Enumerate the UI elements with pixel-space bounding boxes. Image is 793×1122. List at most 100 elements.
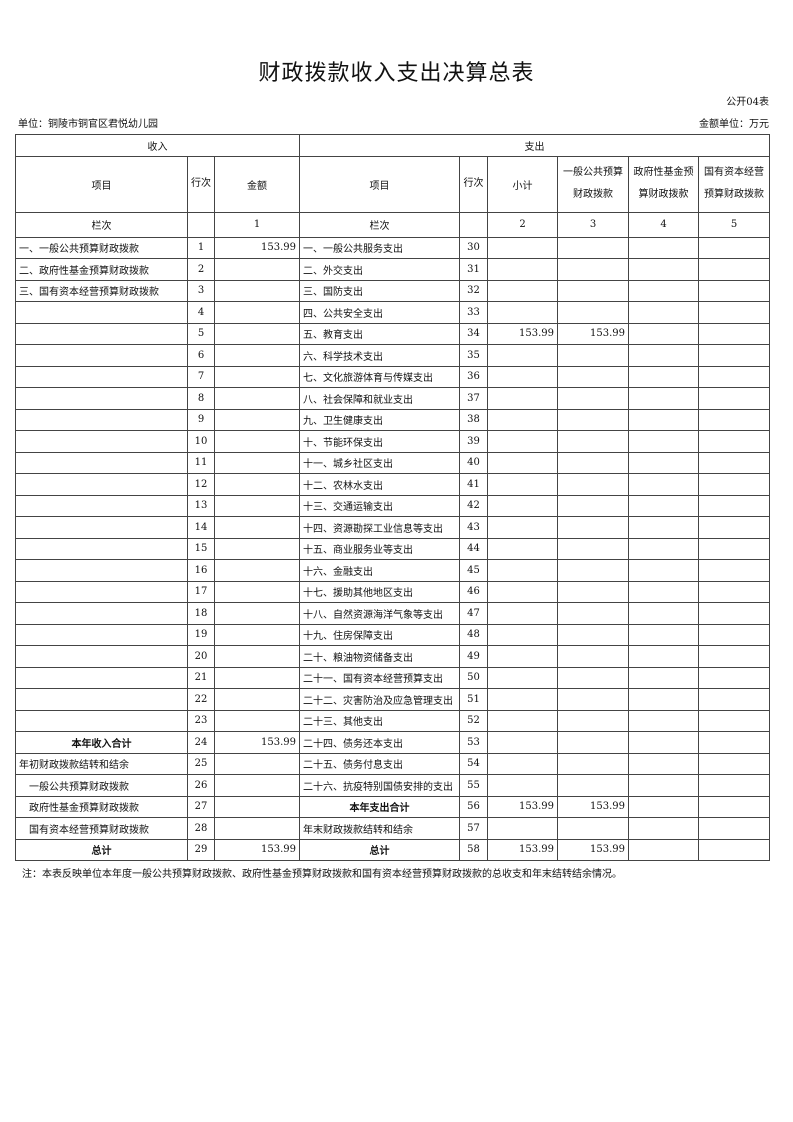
blank-cell [187, 211, 215, 238]
table-row: 7 七、文化旅游体育与传媒支出 36 [15, 365, 770, 388]
expense-capital-budget-cell [698, 258, 770, 281]
income-row-no-cell: 19 [187, 623, 215, 646]
col-number-4: 4 [628, 211, 699, 238]
income-item-cell [15, 473, 188, 496]
income-row-no-cell: 22 [187, 688, 215, 711]
expense-subtotal-cell [487, 666, 558, 689]
income-row-no-cell: 28 [187, 817, 215, 840]
income-amount-header: 金额 [214, 155, 300, 213]
expense-fund-budget-cell [628, 236, 699, 259]
expense-fund-budget-cell [628, 774, 699, 797]
expense-subtotal-cell [487, 623, 558, 646]
income-amount-cell [214, 301, 300, 324]
table-row: 总计 29 153.99 总计 58 153.99 153.99 [15, 838, 770, 861]
expense-fund-budget-cell [628, 258, 699, 281]
expense-row-no-cell: 45 [459, 559, 488, 582]
income-item-cell [15, 451, 188, 474]
expense-subtotal-cell [487, 731, 558, 754]
income-item-cell: 一般公共预算财政拨款 [15, 774, 188, 797]
header-row-group: 收入 支出 [15, 134, 770, 157]
expense-item-cell: 八、社会保障和就业支出 [299, 387, 460, 410]
income-amount-cell: 153.99 [214, 236, 300, 259]
expense-row-no-cell: 48 [459, 623, 488, 646]
expense-fund-budget-cell [628, 494, 699, 517]
income-row-no-cell: 29 [187, 838, 215, 861]
budget-table: 收入 支出 项目 行次 金额 项目 行次 小计 一般公共预算财政拨款 政府性基金… [15, 134, 770, 861]
expense-capital-budget-cell [698, 752, 770, 775]
expense-subtotal-cell [487, 430, 558, 453]
expense-subtotal-cell [487, 774, 558, 797]
expense-item-cell: 十四、资源勘探工业信息等支出 [299, 516, 460, 539]
expense-general-budget-cell [557, 752, 629, 775]
expense-subtotal-cell [487, 365, 558, 388]
expense-general-budget-cell [557, 645, 629, 668]
expense-row-no-cell: 35 [459, 344, 488, 367]
income-amount-cell [214, 408, 300, 431]
expense-subtotal-cell [487, 301, 558, 324]
expense-general-budget-cell [557, 516, 629, 539]
expense-subtotal-cell [487, 537, 558, 560]
table-row: 三、国有资本经营预算财政拨款 3 三、国防支出 32 [15, 279, 770, 302]
expense-row-no-cell: 56 [459, 795, 488, 818]
income-header: 收入 [15, 134, 300, 157]
expense-general-budget-cell [557, 365, 629, 388]
expense-row-no-cell: 31 [459, 258, 488, 281]
income-amount-cell [214, 623, 300, 646]
income-item-header: 项目 [15, 155, 188, 213]
expense-capital-budget-cell [698, 473, 770, 496]
income-item-cell [15, 516, 188, 539]
income-amount-cell [214, 709, 300, 732]
income-amount-cell [214, 516, 300, 539]
table-row: 一般公共预算财政拨款 26 二十六、抗疫特别国债安排的支出 55 [15, 774, 770, 797]
expense-capital-budget-cell [698, 516, 770, 539]
expense-row-no-cell: 58 [459, 838, 488, 861]
income-row-no-cell: 13 [187, 494, 215, 517]
expense-row-no-cell: 40 [459, 451, 488, 474]
expense-item-cell: 十八、自然资源海洋气象等支出 [299, 602, 460, 625]
expense-fund-budget-cell [628, 365, 699, 388]
expense-capital-budget-cell [698, 666, 770, 689]
table-row: 4 四、公共安全支出 33 [15, 301, 770, 324]
income-item-cell: 国有资本经营预算财政拨款 [15, 817, 188, 840]
income-row-no-cell: 27 [187, 795, 215, 818]
income-row-no-cell: 1 [187, 236, 215, 259]
income-row-no-cell: 3 [187, 279, 215, 302]
expense-row-no-cell: 57 [459, 817, 488, 840]
income-item-cell: 本年收入合计 [15, 731, 188, 754]
expense-subtotal-cell [487, 752, 558, 775]
expense-general-budget-cell [557, 709, 629, 732]
expense-capital-budget-cell [698, 774, 770, 797]
column-number-row: 栏次 1 栏次 2 3 4 5 [15, 211, 770, 238]
expense-capital-budget-cell [698, 408, 770, 431]
income-row-no-cell: 5 [187, 322, 215, 345]
income-item-cell [15, 559, 188, 582]
income-item-cell: 一、一般公共预算财政拨款 [15, 236, 188, 259]
expense-item-cell: 十三、交通运输支出 [299, 494, 460, 517]
expense-row-no-cell: 38 [459, 408, 488, 431]
expense-item-cell: 十五、商业服务业等支出 [299, 537, 460, 560]
expense-item-cell: 二十、粮油物资储备支出 [299, 645, 460, 668]
income-row-no-cell: 26 [187, 774, 215, 797]
header-row-columns: 项目 行次 金额 项目 行次 小计 一般公共预算财政拨款 政府性基金预算财政拨款… [15, 155, 770, 213]
income-row-no-cell: 20 [187, 645, 215, 668]
income-row-no-cell: 4 [187, 301, 215, 324]
expense-row-no-cell: 47 [459, 602, 488, 625]
expense-item-cell: 二十三、其他支出 [299, 709, 460, 732]
expense-subtotal-cell: 153.99 [487, 322, 558, 345]
expense-fund-budget-cell [628, 537, 699, 560]
expense-general-budget-cell: 153.99 [557, 322, 629, 345]
expense-general-budget-cell [557, 473, 629, 496]
income-amount-cell [214, 580, 300, 603]
expense-general-budget-cell [557, 559, 629, 582]
table-row: 5 五、教育支出 34 153.99 153.99 [15, 322, 770, 345]
general-budget-header: 一般公共预算财政拨款 [557, 155, 629, 213]
expense-subtotal-cell [487, 645, 558, 668]
income-row-no-cell: 23 [187, 709, 215, 732]
expense-capital-budget-cell [698, 387, 770, 410]
table-row: 15 十五、商业服务业等支出 44 [15, 537, 770, 560]
income-amount-cell [214, 817, 300, 840]
expense-capital-budget-cell [698, 322, 770, 345]
expense-row-no-cell: 33 [459, 301, 488, 324]
table-row: 17 十七、援助其他地区支出 46 [15, 580, 770, 603]
expense-subtotal-cell [487, 602, 558, 625]
